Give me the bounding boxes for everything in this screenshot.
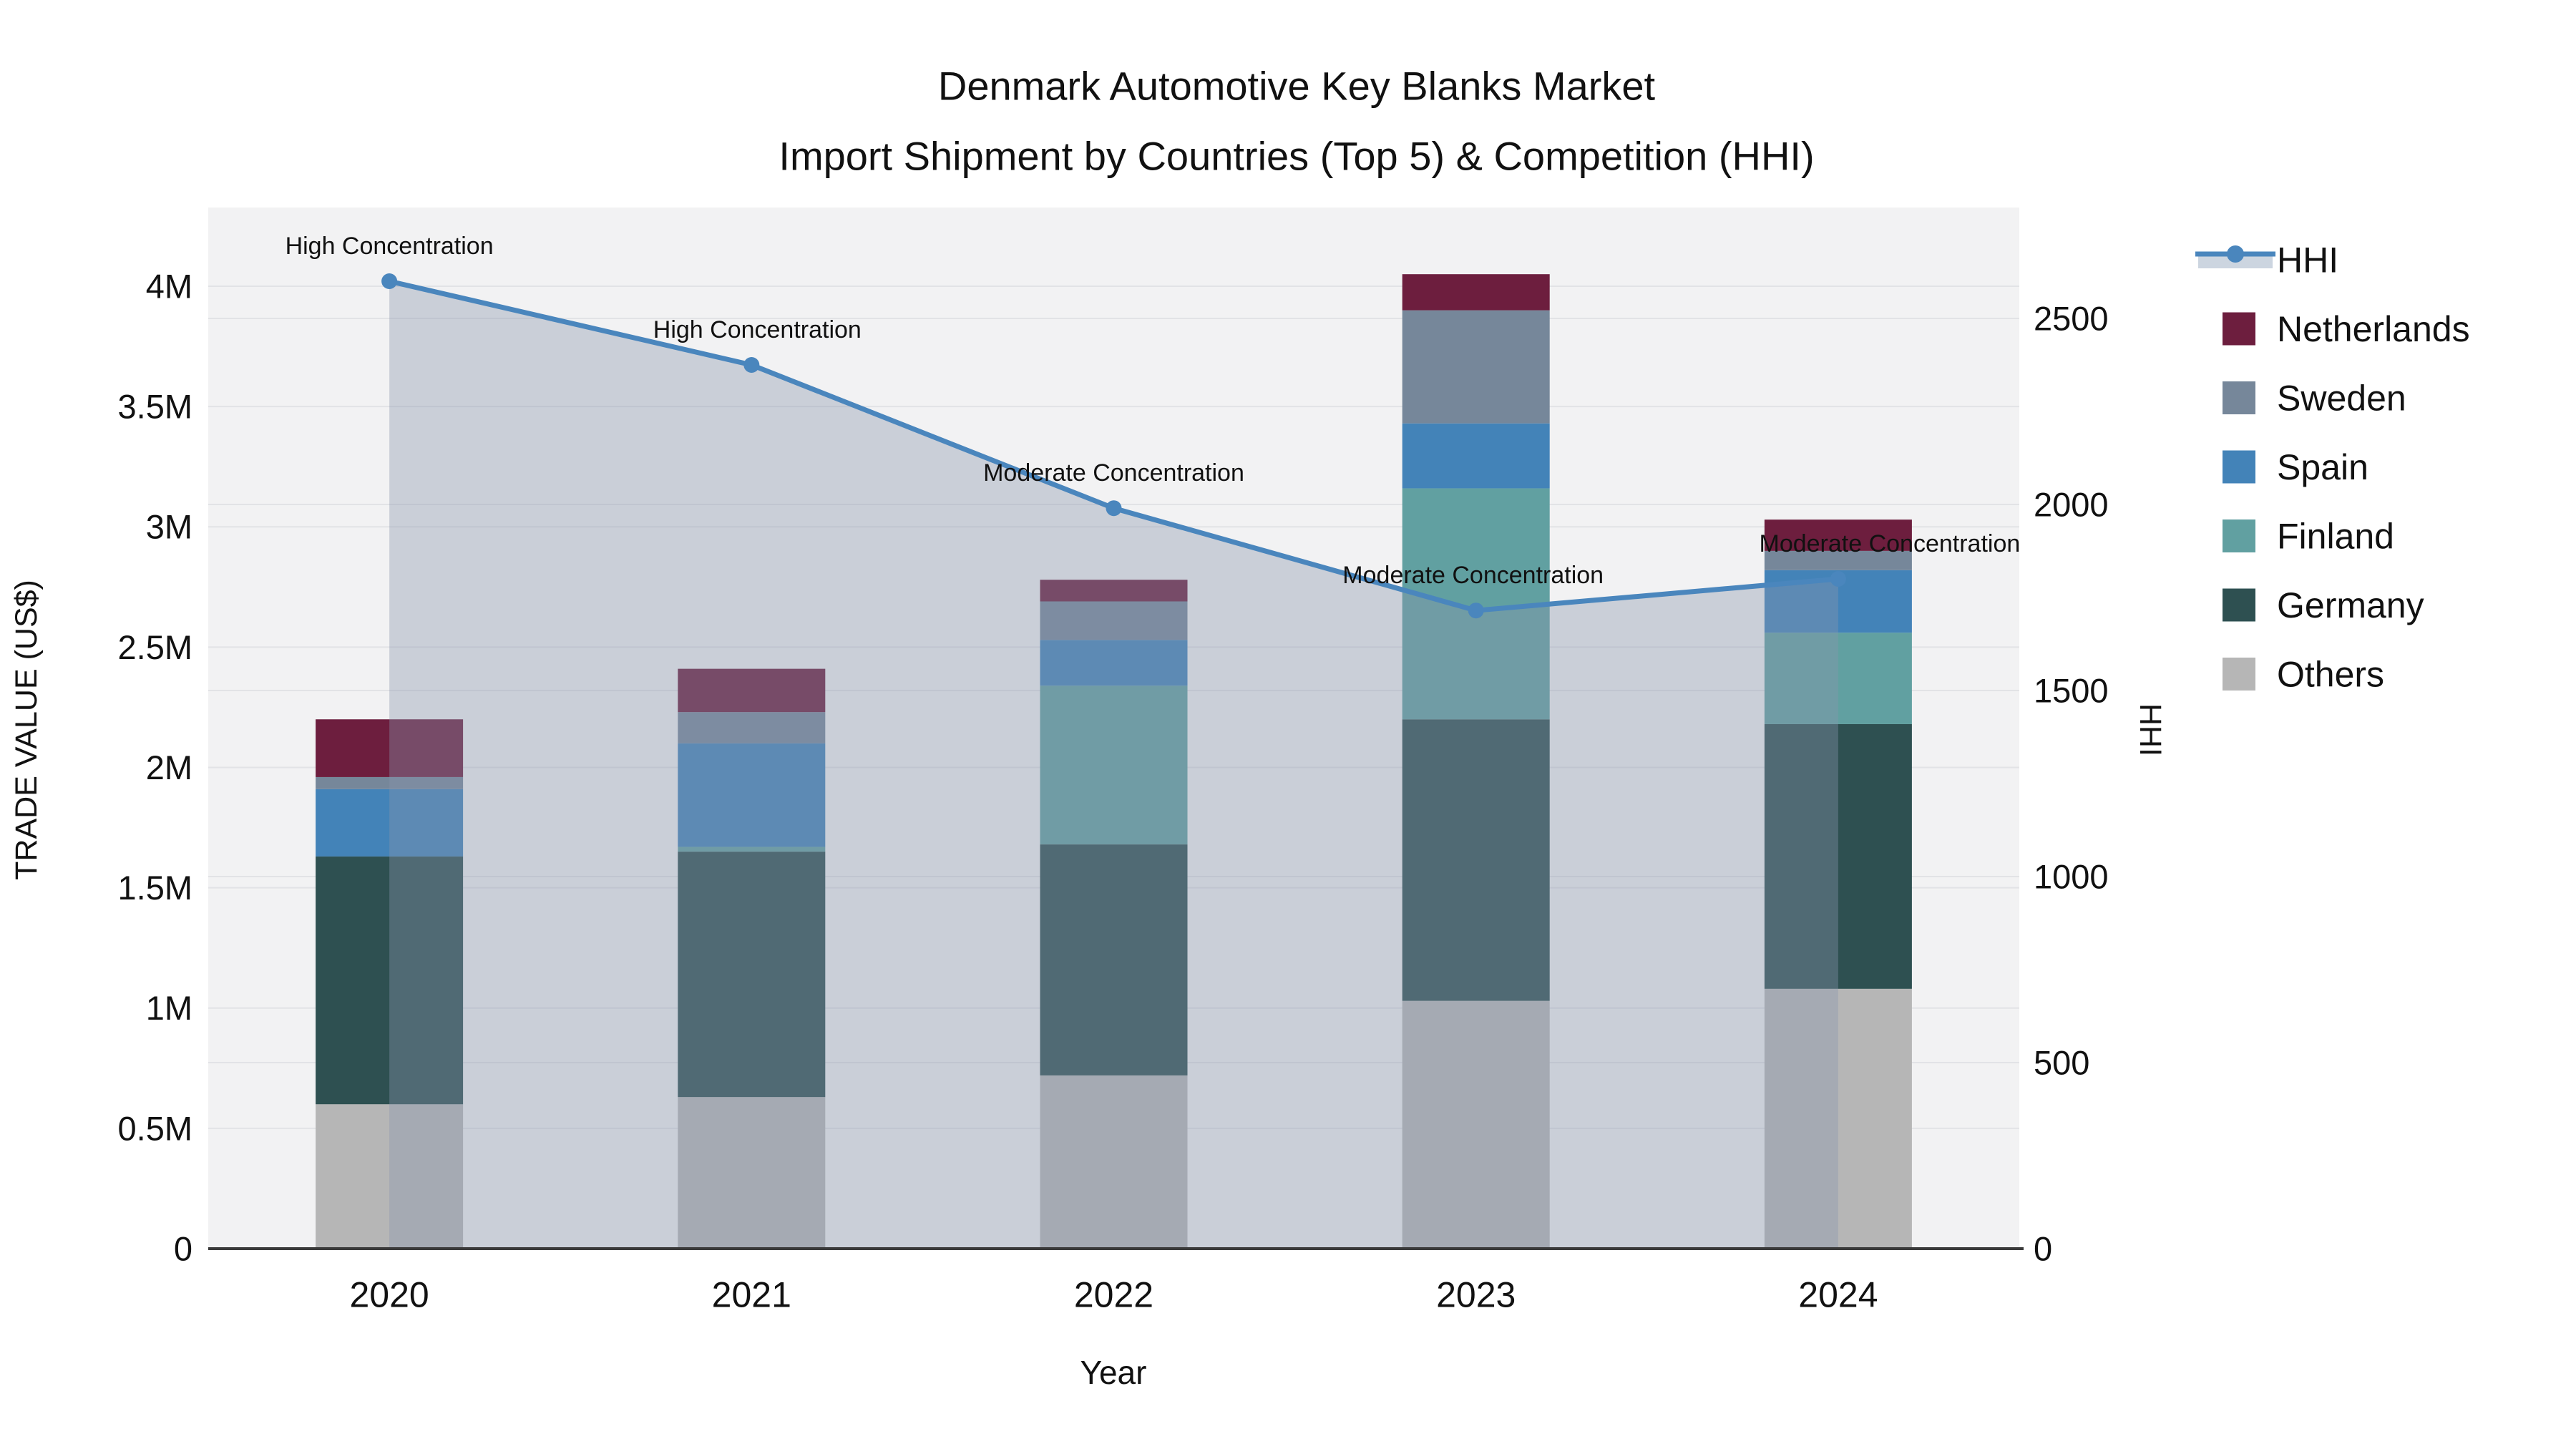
- y-axis-title-left: TRADE VALUE (US$): [9, 580, 44, 880]
- y-left-tick-0: 0: [174, 1229, 192, 1267]
- legend-label-others: Others: [2277, 655, 2384, 695]
- bar-segment-germany-2021: [678, 852, 826, 1098]
- legend-item-netherlands: Netherlands: [2223, 309, 2470, 349]
- legend-swatch-netherlands: [2223, 312, 2255, 346]
- hhi-marker-2022: [1106, 500, 1122, 517]
- y-left-tick-0.5M: 0.5M: [118, 1109, 193, 1147]
- y-left-tick-1M: 1M: [146, 989, 192, 1027]
- bar-segment-netherlands-2020: [316, 719, 464, 777]
- bar-segment-germany-2024: [1764, 723, 1912, 989]
- y-right-tick-2500: 2500: [2034, 299, 2109, 337]
- bar-segment-netherlands-2023: [1402, 274, 1550, 311]
- x-tick-2021: 2021: [712, 1275, 791, 1315]
- y-right-tick-1500: 1500: [2034, 671, 2109, 709]
- legend-group: HHI Netherlands Sweden Spain Finland Germany O…: [2195, 240, 2470, 695]
- bar-segment-netherlands-2021: [678, 668, 826, 713]
- y-left-tick-2.5M: 2.5M: [118, 628, 193, 666]
- x-tick-2023: 2023: [1436, 1275, 1516, 1315]
- y-left-tick-4M: 4M: [146, 267, 192, 305]
- legend-label-netherlands: Netherlands: [2277, 309, 2470, 349]
- hhi-marker-2021: [743, 357, 760, 373]
- y-right-tick-500: 500: [2034, 1043, 2089, 1081]
- bar-segment-others-2023: [1402, 1000, 1550, 1249]
- legend-item-finland: Finland: [2223, 517, 2394, 557]
- hhi-annotation-2021: High Concentration: [653, 316, 862, 343]
- hhi-area-fill: [389, 281, 1838, 1249]
- x-axis-title: Year: [1080, 1354, 1147, 1391]
- legend-hhi-marker-sample: [2227, 245, 2244, 263]
- chart-title-line2: Import Shipment by Countries (Top 5) & C…: [779, 134, 1814, 179]
- axes-group: 0 0.5M 1M 1.5M 2M 2.5M 3M 3.5M 4M 0 500 1000 1500 200…: [118, 267, 2109, 1314]
- bar-segment-finland-2024: [1764, 633, 1912, 724]
- legend-swatch-sweden: [2223, 381, 2255, 414]
- bar-segment-spain-2022: [1040, 640, 1188, 686]
- legend-swatch-finland: [2223, 519, 2255, 552]
- y-left-tick-2M: 2M: [146, 748, 192, 786]
- legend-swatch-spain: [2223, 450, 2255, 484]
- bar-segment-germany-2022: [1040, 844, 1188, 1075]
- legend-item-germany: Germany: [2223, 585, 2424, 625]
- bar-segment-germany-2023: [1402, 719, 1550, 1001]
- bar-segment-sweden-2024: [1764, 550, 1912, 570]
- bar-segment-netherlands-2024: [1764, 519, 1912, 551]
- bar-segment-sweden-2021: [678, 712, 826, 743]
- y-left-tick-3M: 3M: [146, 508, 192, 546]
- bar-segment-finland-2021: [678, 847, 826, 852]
- x-tick-2020: 2020: [349, 1275, 429, 1315]
- y-right-tick-0: 0: [2034, 1229, 2052, 1267]
- bar-segment-spain-2021: [678, 743, 826, 847]
- x-tick-2024: 2024: [1798, 1275, 1878, 1315]
- bar-segment-spain-2020: [316, 789, 464, 857]
- hhi-marker-2020: [381, 273, 398, 289]
- legend-swatch-germany: [2223, 588, 2255, 622]
- x-tick-2022: 2022: [1074, 1275, 1153, 1315]
- bar-segment-germany-2020: [316, 856, 464, 1105]
- legend-label-hhi: HHI: [2277, 240, 2338, 280]
- y-axis-title-right: HHI: [2133, 703, 2167, 756]
- y-left-tick-3.5M: 3.5M: [118, 388, 193, 426]
- hhi-annotation-2020: High Concentration: [286, 233, 494, 260]
- y-left-tick-1.5M: 1.5M: [118, 869, 193, 907]
- bar-segment-others-2022: [1040, 1075, 1188, 1249]
- hhi-line-group: [381, 273, 1846, 619]
- chart-title-line1: Denmark Automotive Key Blanks Market: [938, 64, 1656, 109]
- bar-segment-sweden-2020: [316, 776, 464, 789]
- legend-swatch-others: [2223, 658, 2255, 691]
- bar-segment-netherlands-2022: [1040, 580, 1188, 602]
- legend-item-hhi: HHI: [2195, 240, 2338, 280]
- annotations-group: High Concentration High Concentration Mode…: [286, 233, 2021, 589]
- legend-label-spain: Spain: [2277, 447, 2368, 487]
- hhi-annotation-2024: Moderate Concentration: [1760, 530, 2021, 557]
- bar-segment-sweden-2023: [1402, 310, 1550, 424]
- bar-segment-others-2020: [316, 1104, 464, 1249]
- stacked-bars-group: [316, 274, 1912, 1249]
- hhi-annotation-2023: Moderate Concentration: [1342, 562, 1604, 589]
- bar-segment-others-2024: [1764, 988, 1912, 1249]
- bar-segment-spain-2023: [1402, 423, 1550, 489]
- y-right-tick-1000: 1000: [2034, 857, 2109, 895]
- hhi-annotation-2022: Moderate Concentration: [983, 459, 1244, 487]
- hhi-marker-2023: [1468, 602, 1484, 619]
- hhi-area-group: [389, 281, 1838, 1249]
- legend-item-sweden: Sweden: [2223, 379, 2406, 419]
- legend-label-finland: Finland: [2277, 517, 2394, 557]
- legend-label-germany: Germany: [2277, 585, 2424, 625]
- y-right-tick-2000: 2000: [2034, 485, 2109, 523]
- bar-segment-finland-2022: [1040, 686, 1188, 845]
- legend-label-sweden: Sweden: [2277, 379, 2406, 419]
- bar-segment-sweden-2022: [1040, 601, 1188, 640]
- legend-item-others: Others: [2223, 655, 2384, 695]
- bar-segment-others-2021: [678, 1097, 826, 1249]
- hhi-marker-2024: [1830, 571, 1846, 587]
- legend-item-spain: Spain: [2223, 447, 2368, 487]
